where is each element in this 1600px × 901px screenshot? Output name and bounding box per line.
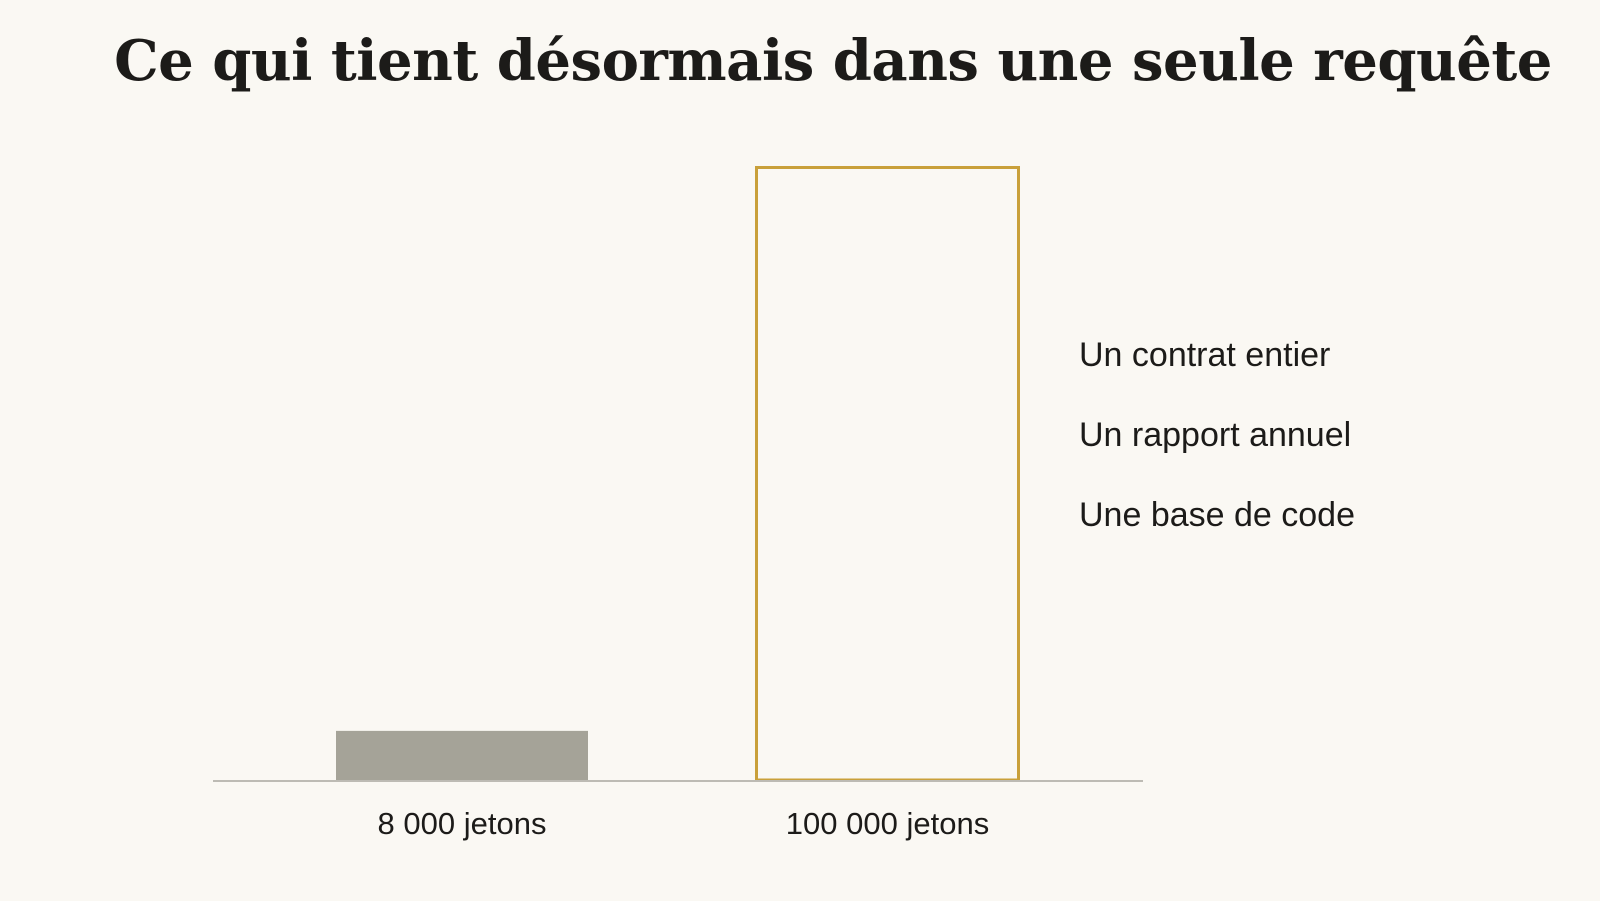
annotation-annual-report: Un rapport annuel	[1079, 416, 1352, 454]
bar-8000-tokens	[336, 730, 588, 780]
bar-100000-tokens	[755, 166, 1020, 782]
annotation-contract: Un contrat entier	[1079, 336, 1331, 374]
x-tick-label-100000: 100 000 jetons	[786, 806, 989, 841]
annotation-list: Un contrat entier Un rapport annuel Une …	[1079, 330, 1355, 570]
x-tick-label-8000: 8 000 jetons	[378, 806, 547, 841]
annotation-codebase: Une base de code	[1079, 496, 1355, 534]
chart-title: Ce qui tient désormais dans une seule re…	[114, 28, 1552, 94]
